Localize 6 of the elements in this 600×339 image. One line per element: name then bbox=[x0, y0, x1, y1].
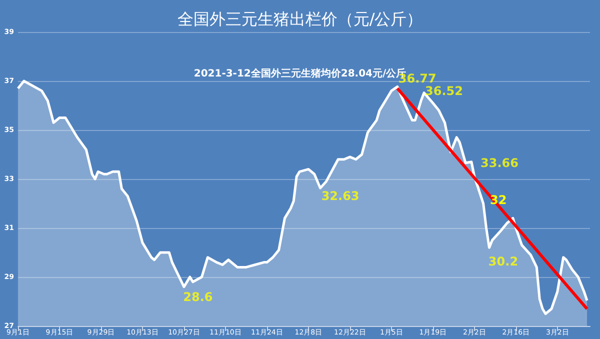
annotation: 28.6 bbox=[183, 290, 213, 304]
annotation: 33.66 bbox=[480, 156, 519, 170]
chart-title: 全国外三元生猪出栏价（元/公斤） bbox=[177, 10, 423, 28]
annotation: 36.52 bbox=[425, 84, 464, 98]
annotation: 30.2 bbox=[488, 254, 518, 269]
annotation: 32.63 bbox=[321, 189, 360, 204]
